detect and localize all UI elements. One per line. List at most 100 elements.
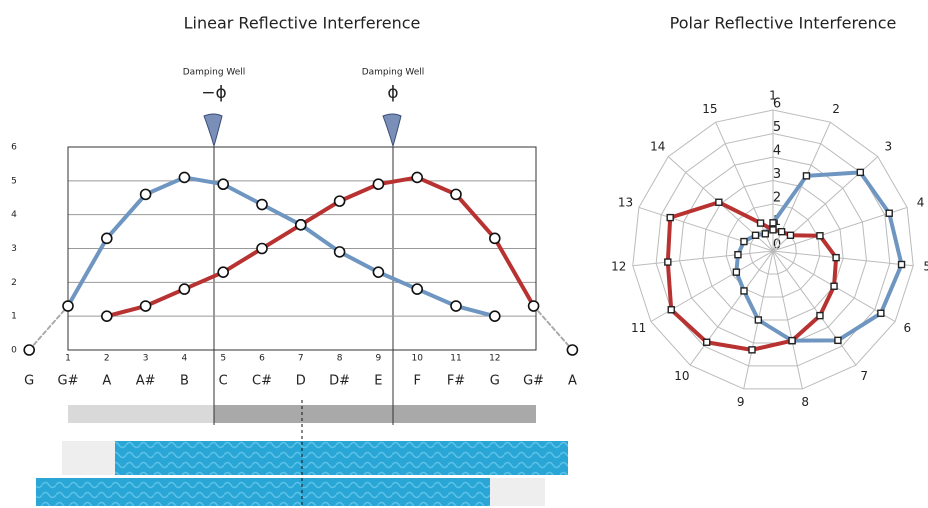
- series-segment: [66, 236, 109, 309]
- point: [139, 300, 152, 312]
- category-label: 10: [674, 369, 689, 383]
- series-segment: [454, 304, 497, 319]
- grid-ring: [655, 132, 891, 367]
- point: [256, 198, 268, 211]
- spoke: [772, 206, 908, 252]
- extension-line: [28, 305, 69, 351]
- category-label: 11: [631, 321, 646, 335]
- category-label: 14: [650, 140, 665, 154]
- y-tick-label: 0: [11, 346, 17, 356]
- x-tick-label: D#: [329, 374, 350, 389]
- spoke: [638, 206, 774, 252]
- point: [333, 246, 346, 258]
- point: [372, 178, 385, 191]
- series-segment: [415, 175, 458, 197]
- point: [702, 338, 711, 346]
- point: [488, 310, 501, 322]
- x-tick-label: G: [24, 374, 34, 389]
- spoke: [772, 250, 914, 267]
- x-tick-label: C: [219, 374, 228, 389]
- radar-line: [665, 200, 839, 352]
- x-tick-label: F: [413, 374, 420, 389]
- category-label: 1: [769, 88, 777, 102]
- point: [897, 260, 906, 269]
- point: [666, 213, 674, 222]
- category-label: 3: [884, 140, 892, 154]
- category-label: 7: [860, 369, 868, 383]
- point: [751, 231, 760, 239]
- category-label: 6: [904, 321, 912, 335]
- y-tick-label: 3: [11, 244, 17, 254]
- band: [68, 405, 214, 423]
- x-number-label: 10: [411, 354, 423, 364]
- point: [527, 300, 540, 312]
- category-label: 15: [702, 102, 717, 116]
- point: [450, 300, 462, 312]
- x-number-label: 1: [65, 354, 71, 364]
- x-number-label: 5: [220, 354, 226, 364]
- point: [740, 287, 748, 295]
- x-tick-label: A: [102, 374, 111, 389]
- band: [62, 441, 115, 475]
- point: [877, 309, 885, 317]
- point: [740, 237, 748, 246]
- point: [62, 300, 74, 312]
- point: [217, 266, 229, 278]
- grid-ring: [679, 156, 867, 344]
- y-tick-label: 2: [11, 278, 17, 288]
- series-segment: [298, 199, 342, 227]
- point: [178, 171, 191, 184]
- series-segment: [221, 182, 264, 207]
- point: [566, 344, 579, 356]
- point: [802, 172, 811, 180]
- x-number-label: 12: [489, 354, 500, 364]
- x-number-label: 7: [298, 354, 304, 364]
- grid-ring: [632, 109, 914, 390]
- point: [832, 253, 840, 262]
- x-number-label: 6: [259, 354, 265, 364]
- point: [101, 232, 113, 245]
- point: [769, 219, 777, 227]
- r-tick-label: 1: [773, 214, 781, 229]
- x-tick-label: A#: [136, 374, 156, 389]
- point: [411, 283, 424, 295]
- point: [786, 231, 795, 239]
- spoke: [632, 250, 774, 267]
- point: [732, 268, 741, 276]
- x-tick-label: G#: [523, 374, 544, 389]
- series-segment: [260, 202, 303, 227]
- grid-ring: [725, 203, 821, 298]
- category-label: 8: [801, 395, 809, 409]
- x-number-label: 9: [376, 354, 382, 364]
- x-tick-label: F#: [447, 374, 465, 389]
- series-segment: [337, 249, 381, 275]
- point: [834, 336, 842, 345]
- band: [490, 478, 545, 506]
- spoke: [772, 250, 803, 390]
- point: [734, 250, 742, 259]
- x-number-label: 4: [182, 354, 188, 364]
- series-segment: [143, 175, 187, 197]
- grid-ring: [749, 226, 797, 275]
- series-segment: [415, 287, 458, 309]
- point: [411, 171, 424, 184]
- x-number-label: 2: [104, 354, 110, 364]
- well-icon: [203, 113, 223, 148]
- category-label: 2: [832, 102, 840, 116]
- point: [748, 346, 756, 354]
- spoke: [772, 250, 857, 366]
- point: [777, 227, 786, 236]
- point: [450, 188, 462, 201]
- category-label: 13: [618, 196, 633, 210]
- point: [756, 219, 765, 227]
- point: [816, 232, 824, 240]
- grid-ring: [702, 179, 844, 321]
- r-tick-label: 2: [773, 191, 781, 206]
- annotation-symbol: −ϕ: [201, 83, 226, 103]
- annotation: Damping Well: [183, 68, 246, 78]
- point: [372, 266, 385, 278]
- point: [101, 310, 113, 322]
- r-tick-label: 0: [773, 238, 781, 253]
- y-tick-label: 4: [11, 210, 17, 220]
